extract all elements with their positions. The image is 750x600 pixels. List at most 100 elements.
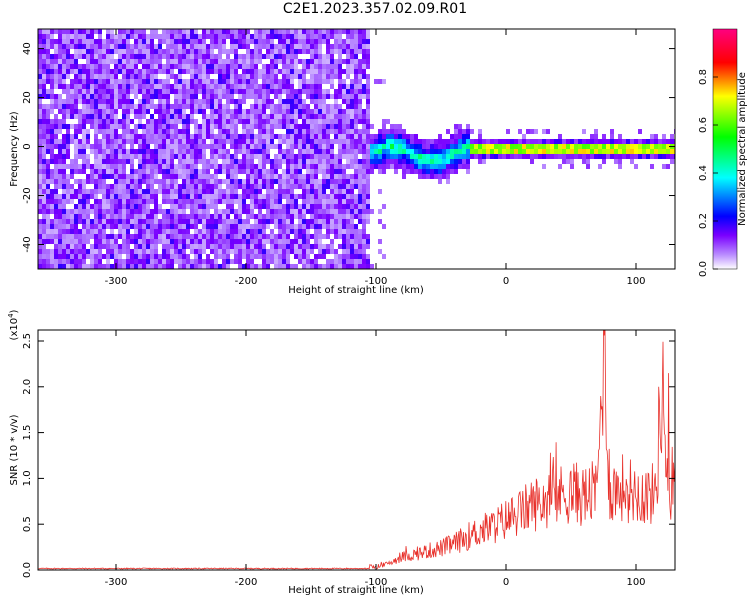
heatmap-cell <box>338 139 342 144</box>
heatmap-cell <box>202 169 206 174</box>
heatmap-cell <box>46 74 50 79</box>
heatmap-cell <box>198 204 202 209</box>
heatmap-cell <box>222 49 226 54</box>
heatmap-cell <box>102 134 106 139</box>
heatmap-cell <box>586 154 590 159</box>
heatmap-cell <box>366 39 370 44</box>
heatmap-cell <box>382 149 386 154</box>
heatmap-cell <box>290 94 294 99</box>
heatmap-cell <box>454 164 458 169</box>
heatmap-cell <box>366 99 370 104</box>
heatmap-cell <box>126 224 130 229</box>
heatmap-cell <box>118 49 122 54</box>
heatmap-cell <box>294 159 298 164</box>
heatmap-cell <box>318 49 322 54</box>
heatmap-cell <box>186 124 190 129</box>
heatmap-cell <box>222 149 226 154</box>
heatmap-cell <box>118 124 122 129</box>
heatmap-cell <box>254 244 258 249</box>
heatmap-cell <box>62 249 66 254</box>
heatmap-cell <box>46 44 50 49</box>
heatmap-cell <box>138 44 142 49</box>
heatmap-cell <box>66 189 70 194</box>
heatmap-cell <box>238 229 242 234</box>
heatmap-cell <box>114 199 118 204</box>
heatmap-cell <box>106 89 110 94</box>
heatmap-cell <box>142 154 146 159</box>
heatmap-cell <box>78 184 82 189</box>
heatmap-cell <box>122 244 126 249</box>
heatmap-cell <box>134 74 138 79</box>
y-tick-label: 20 <box>22 91 33 104</box>
heatmap-cell <box>538 154 542 159</box>
heatmap-cell <box>42 179 46 184</box>
heatmap-cell <box>150 114 154 119</box>
heatmap-cell <box>154 84 158 89</box>
heatmap-cell <box>130 139 134 144</box>
heatmap-cell <box>126 134 130 139</box>
heatmap-cell <box>102 79 106 84</box>
heatmap-cell <box>362 244 366 249</box>
heatmap-cell <box>270 229 274 234</box>
heatmap-cell <box>258 234 262 239</box>
heatmap-cell <box>194 59 198 64</box>
heatmap-cell <box>242 54 246 59</box>
heatmap-cell <box>142 74 146 79</box>
heatmap-cell <box>138 139 142 144</box>
colorbar-ticks: 0.00.20.40.60.8 <box>698 69 718 277</box>
heatmap-cell <box>362 59 366 64</box>
heatmap-cell <box>146 194 150 199</box>
heatmap-cell <box>346 109 350 114</box>
heatmap-cell <box>322 254 326 259</box>
heatmap-cell <box>346 184 350 189</box>
heatmap-cell <box>626 139 630 144</box>
heatmap-cell <box>118 194 122 199</box>
heatmap-cell <box>62 234 66 239</box>
heatmap-cell <box>258 219 262 224</box>
heatmap-cell <box>298 239 302 244</box>
heatmap-cell <box>234 39 238 44</box>
heatmap-cell <box>318 149 322 154</box>
heatmap-cell <box>258 179 262 184</box>
heatmap-cell <box>318 234 322 239</box>
heatmap-cell <box>346 199 350 204</box>
heatmap-cell <box>162 129 166 134</box>
heatmap-cell <box>122 154 126 159</box>
heatmap-cell <box>98 79 102 84</box>
heatmap-cell <box>590 139 594 144</box>
heatmap-cell <box>198 234 202 239</box>
heatmap-cell <box>282 49 286 54</box>
heatmap-cell <box>298 214 302 219</box>
heatmap-cell <box>514 139 518 144</box>
heatmap-cell <box>146 39 150 44</box>
heatmap-cell <box>254 224 258 229</box>
heatmap-cell <box>246 124 250 129</box>
heatmap-cell <box>142 249 146 254</box>
heatmap-cell <box>370 149 374 154</box>
heatmap-cell <box>314 189 318 194</box>
heatmap-cell <box>142 94 146 99</box>
heatmap-cell <box>190 84 194 89</box>
heatmap-cell <box>46 104 50 109</box>
heatmap-cell <box>634 144 638 149</box>
heatmap-cell <box>358 84 362 89</box>
heatmap-cell <box>290 124 294 129</box>
heatmap-cell <box>106 124 110 129</box>
heatmap-cell <box>246 144 250 149</box>
heatmap-cell <box>238 34 242 39</box>
heatmap-cell <box>314 69 318 74</box>
heatmap-cell <box>310 119 314 124</box>
heatmap-cell <box>66 244 70 249</box>
heatmap-cell <box>330 84 334 89</box>
heatmap-cell <box>190 49 194 54</box>
heatmap-cell <box>330 59 334 64</box>
heatmap-cell <box>262 134 266 139</box>
heatmap-cell <box>210 139 214 144</box>
heatmap-cell <box>90 224 94 229</box>
heatmap-cell <box>330 249 334 254</box>
heatmap-cell <box>302 194 306 199</box>
heatmap-cell <box>382 139 386 144</box>
heatmap-cell <box>166 219 170 224</box>
heatmap-cell <box>154 194 158 199</box>
heatmap-cell <box>154 254 158 259</box>
